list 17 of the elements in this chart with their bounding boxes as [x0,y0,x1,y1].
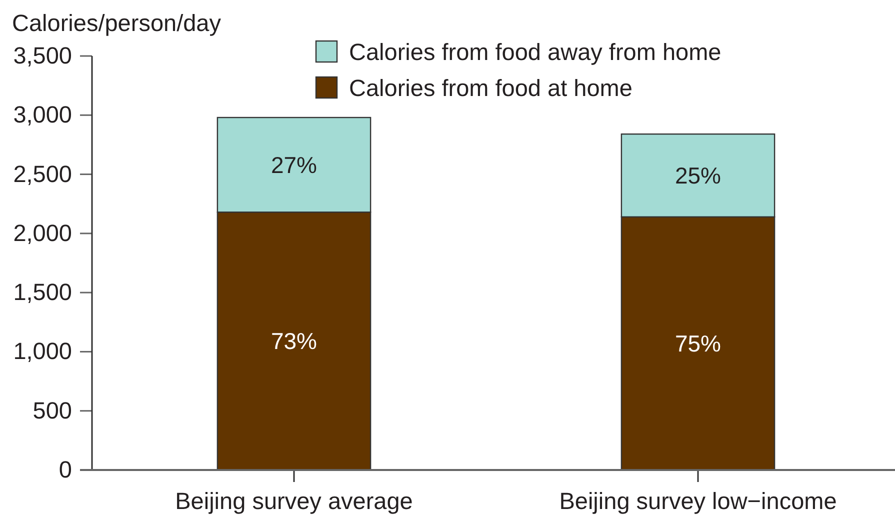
y-tick-label: 1,500 [13,279,72,306]
legend-label: Calories from food at home [349,75,632,102]
y-tick-label: 3,000 [13,102,72,128]
y-tick-label: 2,000 [13,220,72,246]
annotation: 25% [674,162,722,189]
y-tick-label: 1,000 [13,338,72,364]
y-tick-label: 0 [58,456,72,483]
annotation: 75% [674,330,722,356]
annotation: 73% [270,328,318,354]
y-tick-label: 2,500 [13,160,72,187]
x-tick-label: Beijing survey low−income [559,488,837,514]
x-tick-label: Beijing survey average [175,488,413,514]
y-tick-label: 500 [32,397,72,424]
y-axis-title: Calories/person/day [12,10,222,36]
legend-label: Calories from food away from home [349,39,722,66]
y-tick-label: 3,500 [13,42,72,69]
annotation: 27% [270,152,318,178]
